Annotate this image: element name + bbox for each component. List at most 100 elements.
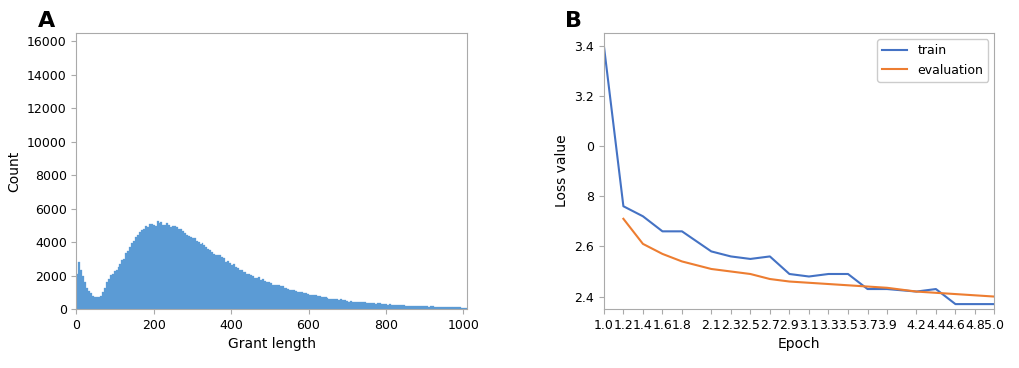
Bar xyxy=(121,260,123,309)
Bar xyxy=(400,305,403,309)
Bar xyxy=(309,295,311,309)
Bar xyxy=(153,225,155,309)
Bar xyxy=(465,308,467,309)
Bar xyxy=(260,280,262,309)
Bar xyxy=(127,251,129,309)
Bar xyxy=(461,308,463,309)
Bar xyxy=(252,276,254,309)
Bar xyxy=(123,259,125,309)
Bar xyxy=(88,291,90,309)
Bar xyxy=(443,307,445,309)
Bar xyxy=(108,279,110,309)
Bar xyxy=(388,304,390,309)
train xyxy=(676,229,688,234)
evaluation xyxy=(861,284,873,289)
Bar xyxy=(117,267,119,309)
Bar xyxy=(149,224,151,309)
Bar xyxy=(377,303,379,309)
Bar xyxy=(194,238,196,309)
Bar xyxy=(211,252,213,309)
Bar xyxy=(125,254,127,309)
Bar xyxy=(139,232,141,309)
evaluation xyxy=(841,283,853,287)
Bar xyxy=(162,225,164,309)
train xyxy=(616,204,629,208)
Bar xyxy=(145,226,147,309)
Bar xyxy=(196,241,198,309)
X-axis label: Grant length: Grant length xyxy=(227,337,316,351)
Y-axis label: Count: Count xyxy=(7,151,21,192)
Bar xyxy=(176,227,178,309)
Bar xyxy=(151,224,153,309)
Bar xyxy=(294,291,297,309)
evaluation xyxy=(802,280,814,285)
Bar xyxy=(157,220,158,309)
train xyxy=(744,257,756,261)
evaluation xyxy=(909,289,921,294)
Bar xyxy=(371,303,373,309)
Bar xyxy=(441,307,443,309)
Bar xyxy=(360,302,362,309)
Bar xyxy=(326,298,328,309)
Bar xyxy=(338,300,340,309)
Bar xyxy=(230,265,232,309)
Bar xyxy=(313,295,315,309)
evaluation xyxy=(616,217,629,221)
Bar xyxy=(254,278,256,309)
Bar xyxy=(350,301,352,309)
Bar xyxy=(409,306,410,309)
Bar xyxy=(104,288,106,309)
Bar xyxy=(250,275,252,309)
Bar xyxy=(143,229,145,309)
Bar xyxy=(375,304,377,309)
Bar xyxy=(78,262,81,309)
Bar xyxy=(281,286,283,309)
Bar xyxy=(367,303,369,309)
Bar xyxy=(426,306,428,309)
Bar xyxy=(451,307,453,309)
Bar xyxy=(341,300,343,309)
Bar xyxy=(264,281,266,309)
Bar xyxy=(155,226,157,309)
Bar xyxy=(262,279,264,309)
Bar xyxy=(131,243,133,309)
Bar xyxy=(454,308,457,309)
Text: A: A xyxy=(38,11,55,31)
Bar xyxy=(183,233,185,309)
Bar xyxy=(403,305,405,309)
Bar xyxy=(115,270,117,309)
evaluation xyxy=(636,242,648,246)
Bar xyxy=(289,290,291,309)
Bar xyxy=(414,306,416,309)
Bar xyxy=(398,305,400,309)
evaluation xyxy=(676,259,688,263)
Bar xyxy=(457,307,459,309)
Bar xyxy=(340,299,341,309)
Bar xyxy=(320,297,322,309)
train xyxy=(763,254,775,259)
train xyxy=(949,302,961,306)
Bar xyxy=(405,306,407,309)
Bar xyxy=(332,299,334,309)
Bar xyxy=(270,283,271,309)
Bar xyxy=(243,272,245,309)
Bar xyxy=(301,293,303,309)
Bar xyxy=(447,307,449,309)
Bar xyxy=(315,296,317,309)
Bar xyxy=(205,247,207,309)
train xyxy=(597,43,609,48)
Bar xyxy=(113,272,115,309)
Bar xyxy=(432,307,433,309)
Bar xyxy=(416,306,418,309)
Bar xyxy=(433,307,435,309)
Bar xyxy=(420,306,422,309)
Bar xyxy=(392,305,394,309)
Bar xyxy=(234,267,236,309)
train xyxy=(655,229,667,234)
Bar xyxy=(354,302,356,309)
Bar xyxy=(240,270,243,309)
Bar xyxy=(358,302,360,309)
train xyxy=(987,302,1000,306)
Bar xyxy=(307,294,309,309)
Bar xyxy=(277,285,279,309)
